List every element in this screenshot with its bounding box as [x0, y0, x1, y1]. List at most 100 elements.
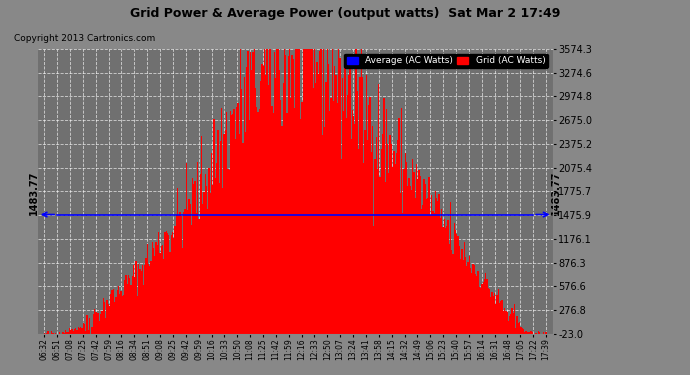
Bar [212, 185, 213, 334]
Bar [51, 332, 52, 334]
Bar [499, 303, 500, 334]
Bar [470, 268, 471, 334]
Bar [518, 322, 519, 334]
Bar [239, 134, 240, 334]
Bar [497, 289, 499, 334]
Bar [228, 170, 230, 334]
Bar [474, 266, 475, 334]
Bar [77, 327, 79, 334]
Bar [276, 49, 277, 334]
Bar [266, 49, 268, 334]
Bar [297, 49, 298, 334]
Bar [153, 248, 155, 334]
Bar [529, 332, 531, 334]
Bar [382, 134, 383, 334]
Bar [453, 254, 454, 334]
Bar [545, 332, 546, 334]
Bar [411, 190, 412, 334]
Bar [183, 212, 184, 334]
Bar [175, 226, 176, 334]
Bar [118, 286, 119, 334]
Bar [233, 114, 234, 334]
Bar [216, 163, 217, 334]
Bar [389, 135, 391, 334]
Bar [288, 56, 289, 334]
Bar [461, 249, 462, 334]
Bar [88, 330, 89, 334]
Bar [264, 49, 265, 334]
Bar [231, 116, 233, 334]
Bar [319, 51, 320, 334]
Bar [323, 49, 324, 334]
Bar [453, 222, 455, 334]
Bar [138, 264, 139, 334]
Bar [346, 118, 347, 334]
Bar [485, 273, 486, 334]
Bar [119, 294, 120, 334]
Bar [239, 49, 241, 334]
Bar [178, 215, 179, 334]
Bar [72, 331, 74, 334]
Bar [477, 271, 479, 334]
Bar [52, 333, 54, 334]
Bar [422, 205, 424, 334]
Bar [473, 264, 474, 334]
Bar [502, 311, 504, 334]
Bar [466, 266, 468, 334]
Bar [526, 332, 528, 334]
Bar [367, 141, 368, 334]
Bar [346, 95, 348, 334]
Bar [124, 280, 126, 334]
Bar [431, 195, 433, 334]
Bar [187, 210, 188, 334]
Bar [190, 204, 191, 334]
Bar [464, 242, 465, 334]
Text: Copyright 2013 Cartronics.com: Copyright 2013 Cartronics.com [14, 34, 155, 43]
Bar [342, 78, 343, 334]
Bar [393, 151, 395, 334]
Bar [309, 49, 310, 334]
Bar [182, 248, 184, 334]
Bar [339, 57, 340, 334]
Bar [132, 276, 133, 334]
Bar [101, 311, 103, 334]
Bar [538, 331, 539, 334]
Bar [166, 231, 167, 334]
Bar [500, 301, 502, 334]
Bar [372, 126, 373, 334]
Bar [343, 111, 344, 334]
Bar [244, 77, 245, 334]
Bar [471, 273, 473, 334]
Bar [401, 108, 402, 334]
Bar [508, 321, 509, 334]
Bar [247, 51, 248, 334]
Bar [97, 313, 98, 334]
Bar [295, 49, 297, 334]
Bar [340, 159, 342, 334]
Bar [114, 302, 115, 334]
Bar [188, 200, 190, 334]
Bar [334, 66, 335, 334]
Bar [103, 298, 104, 334]
Bar [291, 56, 293, 334]
Bar [245, 132, 246, 334]
Bar [306, 49, 308, 334]
Bar [397, 140, 398, 334]
Bar [407, 186, 408, 334]
Bar [509, 316, 511, 334]
Bar [91, 327, 92, 334]
Bar [108, 304, 109, 334]
Bar [268, 85, 269, 334]
Bar [320, 49, 322, 334]
Bar [325, 82, 326, 334]
Bar [491, 292, 493, 334]
Bar [164, 232, 166, 334]
Bar [535, 333, 537, 334]
Bar [406, 162, 407, 334]
Bar [66, 332, 68, 334]
Bar [398, 118, 400, 334]
Bar [337, 103, 338, 334]
Bar [193, 183, 195, 334]
Bar [486, 279, 488, 334]
Bar [505, 311, 506, 334]
